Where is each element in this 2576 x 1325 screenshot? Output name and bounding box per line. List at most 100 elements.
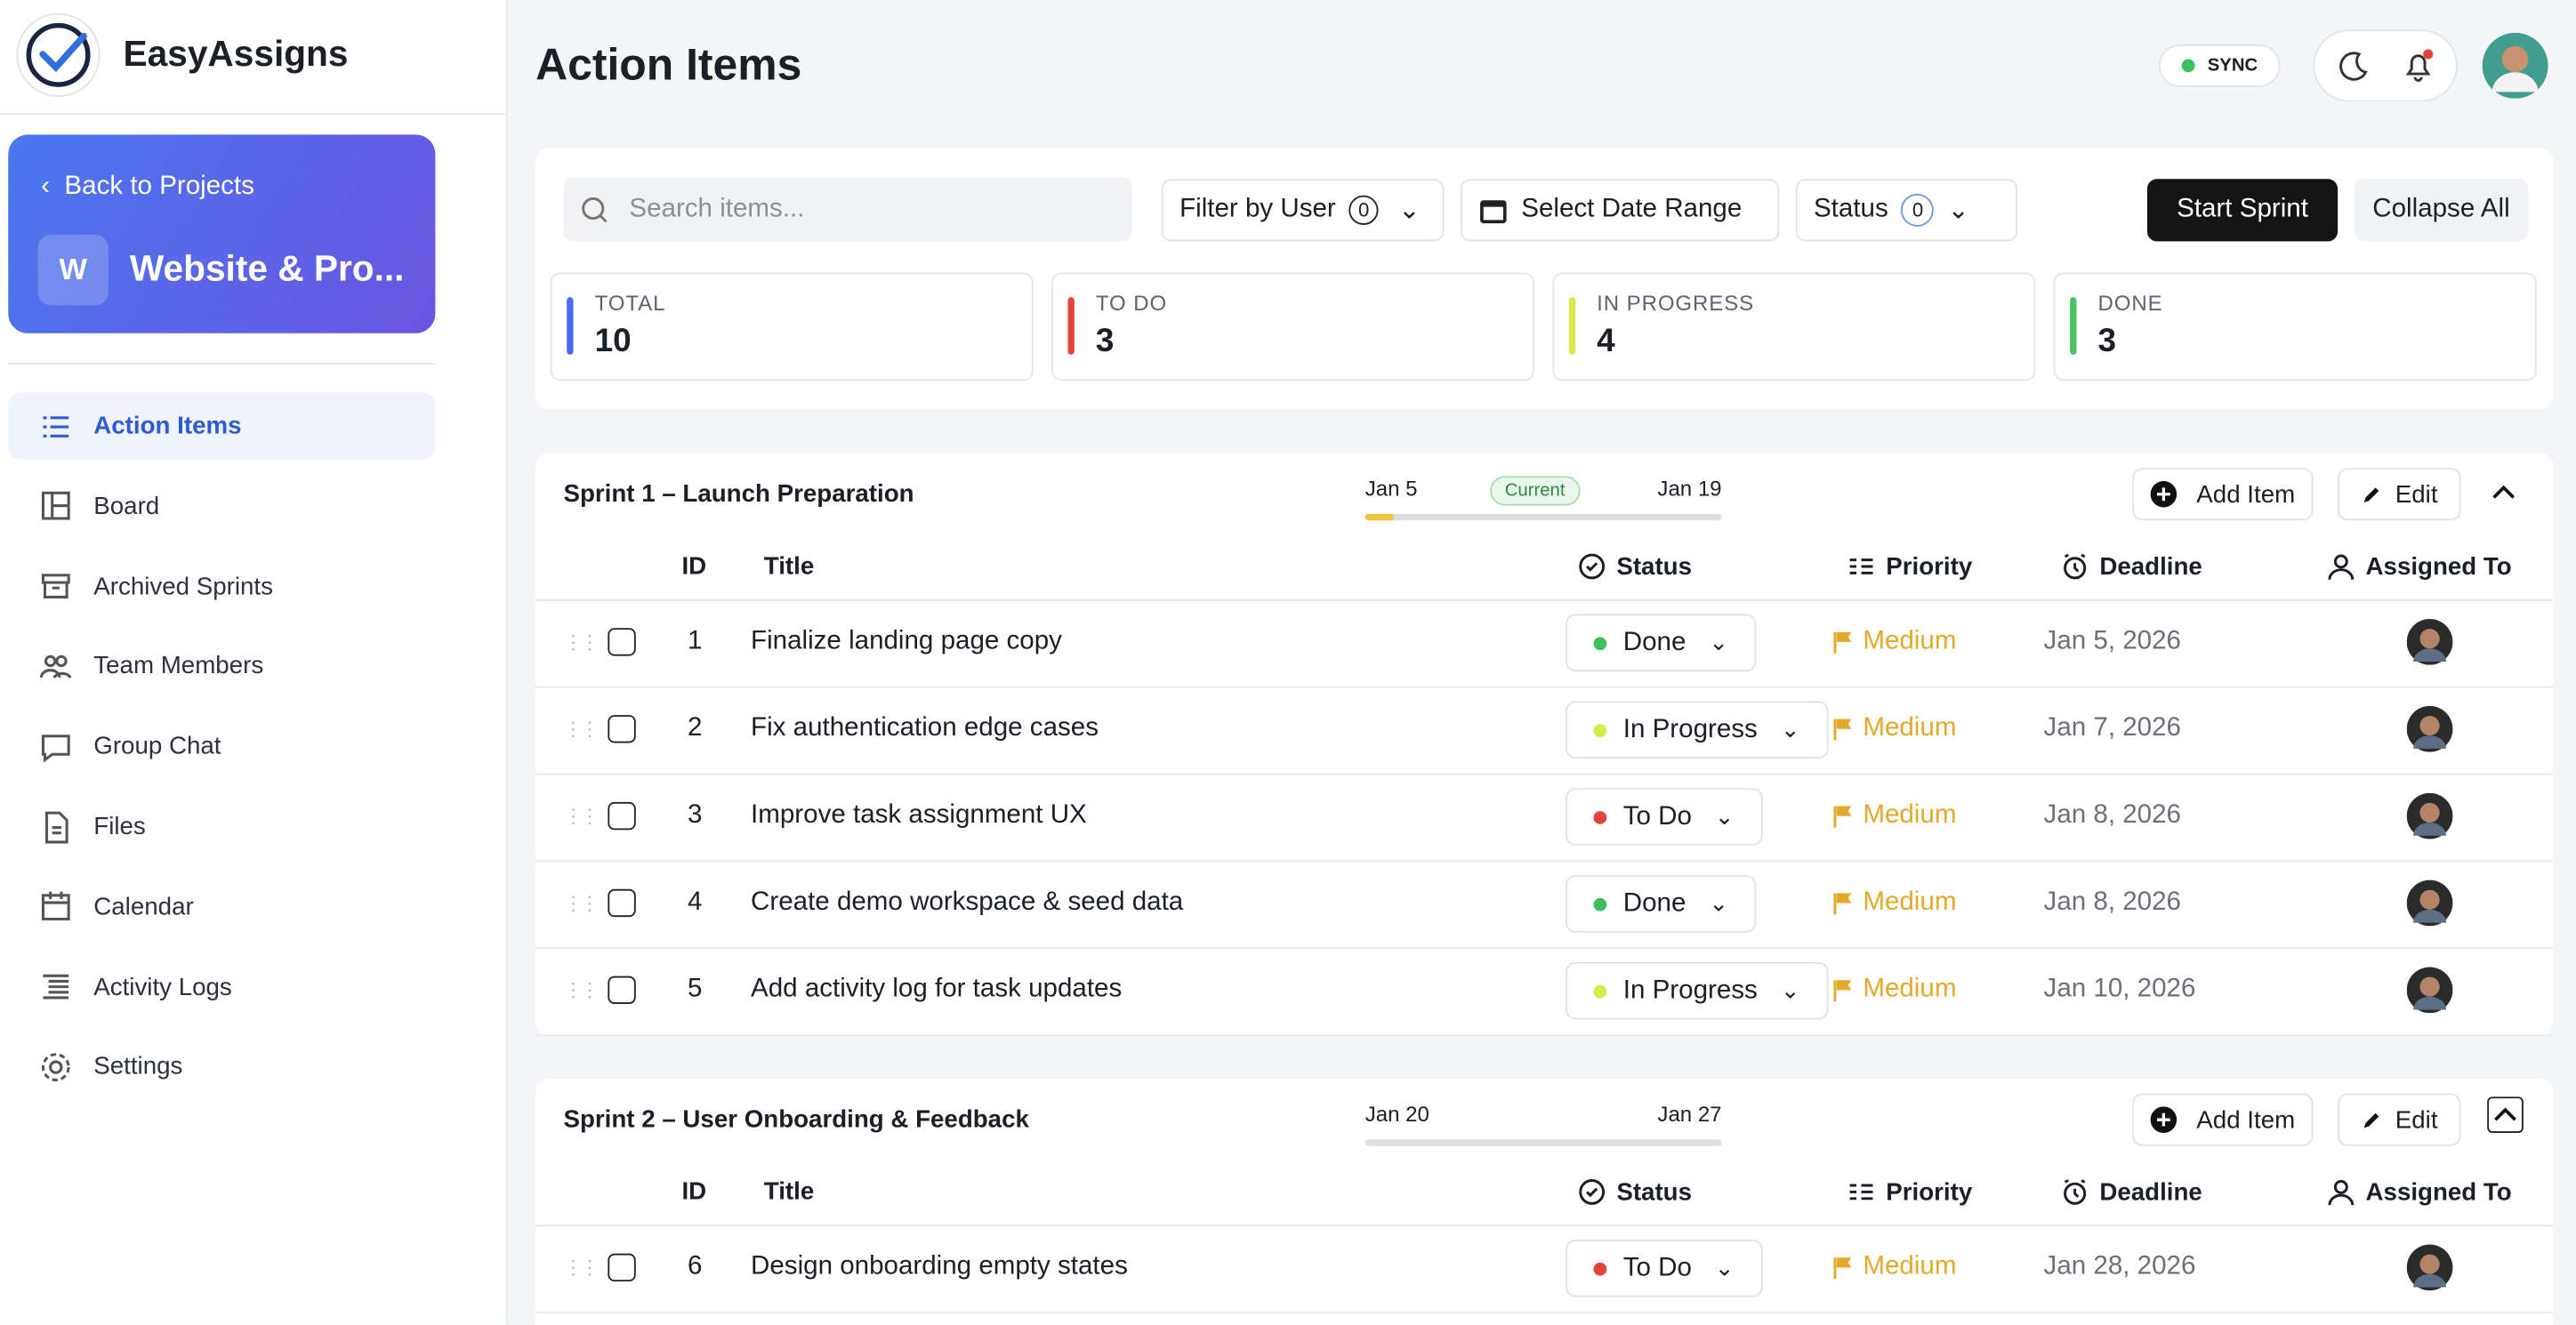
status-label: Done [1622, 628, 1686, 656]
back-link[interactable]: ‹ Back to Projects [41, 172, 254, 201]
search-box[interactable]: Search items... [563, 177, 1132, 242]
column-icon [1847, 551, 1876, 581]
column-icon [2326, 551, 2355, 581]
nav-label: Board [93, 492, 160, 520]
drag-handle[interactable]: ⋮⋮ [563, 804, 600, 828]
drag-handle[interactable]: ⋮⋮ [563, 1256, 600, 1280]
priority-label: Medium [1863, 714, 1957, 743]
nav-item[interactable]: Archived Sprints [8, 552, 435, 620]
sync-pill[interactable]: SYNC [2158, 44, 2281, 87]
nav-item[interactable]: Settings [8, 1033, 435, 1101]
column-icon [1577, 1177, 1606, 1207]
stat-accent [567, 297, 574, 355]
column-icon [1577, 551, 1606, 581]
nav-item[interactable]: Board [8, 472, 435, 540]
nav-item[interactable]: Group Chat [8, 713, 435, 781]
add-item-label: Add Item [2196, 1105, 2296, 1134]
column-header: Priority [1847, 1177, 1972, 1207]
status-select[interactable]: Done ⌄ [1566, 614, 1757, 672]
stat-accent [2070, 297, 2077, 355]
back-text[interactable]: Back to Projects [64, 172, 254, 201]
deadline: Jan 8, 2026 [2043, 887, 2181, 917]
collapse-toggle[interactable] [2487, 1096, 2524, 1133]
assignee-avatar [2406, 1244, 2453, 1291]
user-avatar[interactable] [2482, 32, 2548, 99]
sync-dot [2181, 59, 2194, 73]
nav-icon [41, 734, 70, 762]
chevron: ⌄ [1709, 629, 1728, 655]
column-label: Assigned To [2365, 1177, 2512, 1207]
add-item[interactable]: Add Item [2132, 468, 2314, 521]
nav-icon [41, 492, 70, 521]
project-initial: W [37, 235, 109, 306]
nav-item[interactable]: Activity Logs [8, 953, 435, 1021]
sync-text: SYNC [2207, 55, 2258, 76]
row-checkbox[interactable] [608, 1253, 636, 1282]
theme-toggle[interactable] [2336, 49, 2369, 82]
status-select[interactable]: To Do ⌄ [1566, 1239, 1762, 1297]
task-row: ⋮⋮ 4 Create demo workspace & seed data Done… [535, 860, 2554, 950]
start-sprint[interactable]: Start Sprint [2146, 179, 2339, 242]
sprint-start: Jan 5 [1364, 476, 1418, 502]
column-header: Assigned To [2326, 551, 2512, 581]
icon-group [2313, 29, 2458, 102]
plus-icon [2150, 480, 2178, 508]
status-dot [1593, 1261, 1607, 1275]
status-label: To Do [1622, 801, 1692, 831]
filter-user[interactable]: Filter by User 0 ⌄ [1161, 179, 1445, 242]
flag-icon [1833, 806, 1852, 828]
column-label: Priority [1886, 1177, 1973, 1207]
nav-item[interactable]: Team Members [8, 633, 435, 701]
header-rule [535, 598, 2554, 601]
divider [8, 363, 436, 365]
edit-label: Edit [2395, 480, 2438, 509]
search-placeholder: Search items... [629, 194, 805, 223]
edit[interactable]: Edit [2338, 1093, 2461, 1146]
stat-card: TO DO 3 [1051, 272, 1535, 381]
nav-item[interactable]: Action Items [8, 392, 436, 460]
status-select[interactable]: In Progress ⌄ [1566, 701, 1828, 759]
task-row: ⋮⋮ 5 Add activity log for task updates In P… [535, 947, 2554, 1037]
priority-label: Medium [1863, 887, 1957, 917]
nav-item[interactable]: Files [8, 793, 435, 861]
deadline: Jan 5, 2026 [2043, 627, 2181, 655]
drag-handle[interactable]: ⋮⋮ [563, 891, 600, 915]
drag-handle[interactable]: ⋮⋮ [563, 717, 600, 741]
drag-handle[interactable]: ⋮⋮ [563, 630, 600, 654]
edit[interactable]: Edit [2338, 468, 2461, 521]
status-select[interactable]: In Progress ⌄ [1566, 961, 1828, 1020]
sprint-name: Sprint 1 – Launch Preparation [563, 480, 914, 509]
pencil-icon [2363, 1112, 2379, 1128]
assignee-avatar [2406, 705, 2453, 752]
row-checkbox[interactable] [608, 888, 636, 918]
edit-label: Edit [2395, 1105, 2438, 1134]
row-checkbox[interactable] [608, 801, 636, 831]
nav-item[interactable]: Calendar [8, 873, 435, 941]
row-checkbox[interactable] [608, 628, 636, 656]
date-range[interactable]: Select Date Range [1460, 179, 1780, 242]
search-icon [582, 197, 608, 222]
priority: Medium [1833, 976, 1956, 1005]
status-label: To Do [1622, 1253, 1692, 1282]
date-range-label: Select Date Range [1521, 195, 1743, 224]
status-select[interactable]: Done ⌄ [1566, 875, 1757, 933]
status-select[interactable]: To Do ⌄ [1566, 788, 1762, 846]
sprint-end: Jan 19 [1657, 476, 1722, 502]
collapse-all[interactable]: Collapse All [2354, 179, 2529, 242]
row-checkbox[interactable] [608, 976, 636, 1005]
add-item[interactable]: Add Item [2132, 1093, 2314, 1146]
status-filter[interactable]: Status 0 ⌄ [1795, 179, 2017, 242]
plus-icon [2150, 1106, 2178, 1133]
collapse-toggle[interactable] [2487, 476, 2524, 512]
notifications[interactable] [2402, 49, 2435, 82]
stat-accent [1568, 297, 1576, 355]
nav-icon [43, 974, 69, 1000]
divider [0, 113, 506, 116]
priority: Medium [1833, 627, 1956, 656]
flag-icon [1833, 980, 1852, 1002]
chevron: ⌄ [1780, 976, 1800, 1004]
row-checkbox[interactable] [608, 715, 636, 743]
drag-handle[interactable]: ⋮⋮ [563, 978, 600, 1002]
column-header: Deadline [2060, 551, 2202, 581]
